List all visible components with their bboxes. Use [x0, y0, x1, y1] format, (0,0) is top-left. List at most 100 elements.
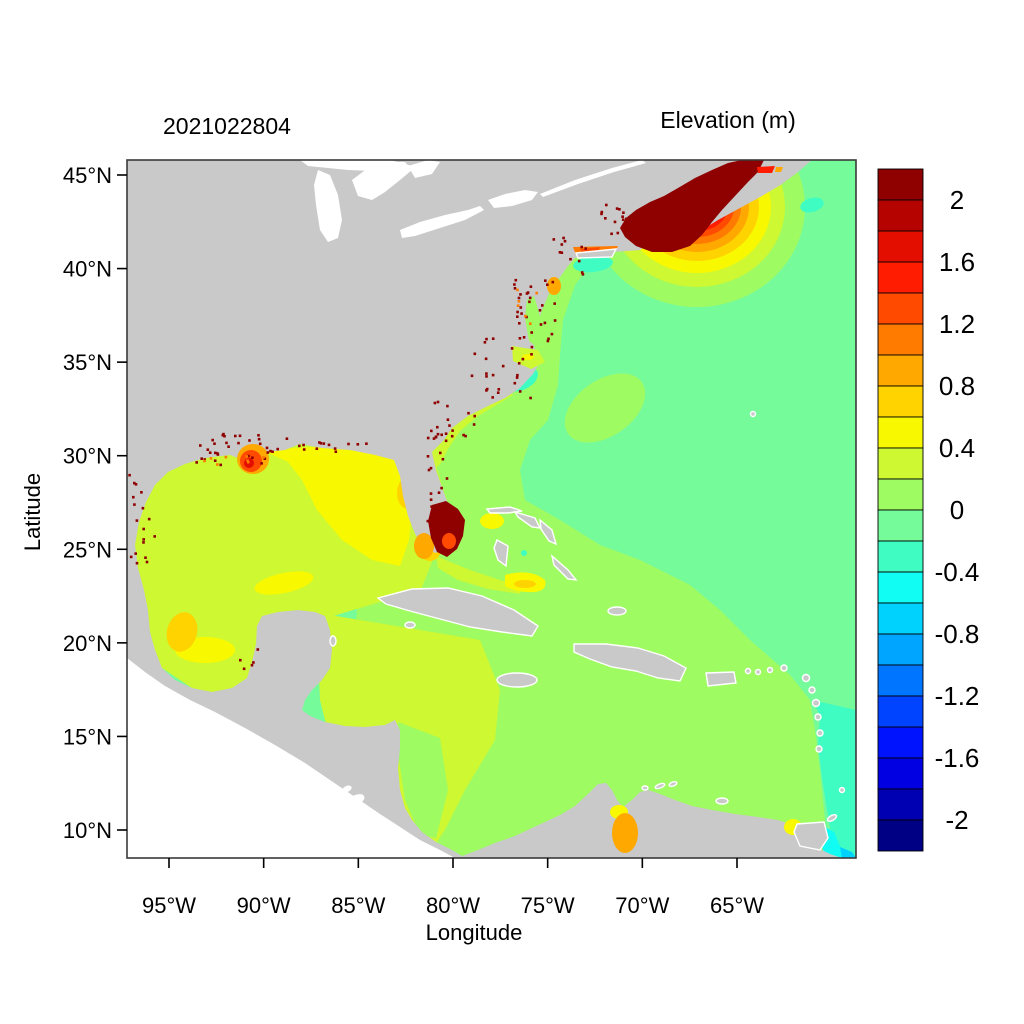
x-tick-label: 65°W: [710, 893, 764, 918]
speckle-dot: [242, 667, 246, 671]
speckle-dot: [429, 492, 433, 495]
speckle-dot: [516, 373, 519, 377]
speckle-dot: [473, 352, 477, 356]
colorbar-block: [877, 292, 924, 325]
speckle-dot: [518, 390, 522, 393]
speckle-dot: [223, 434, 226, 438]
speckle-dot: [203, 458, 206, 461]
lake-managua: [342, 785, 352, 793]
speckle-dot: [334, 450, 338, 453]
colorbar-tick-label: -1.2: [935, 681, 980, 711]
colorbar-tick-label: -2: [945, 805, 968, 835]
speckle-dot: [237, 441, 240, 445]
speckle-dot: [485, 372, 488, 375]
speckle-dot: [491, 337, 495, 340]
y-tick-label: 10°N: [63, 818, 112, 843]
speckle-dot: [427, 468, 431, 472]
colorbar-block: [877, 168, 924, 201]
colorbar-title: Elevation (m): [660, 107, 795, 133]
colorbar-tick-label: -0.4: [935, 557, 980, 587]
speckle-dot: [541, 304, 544, 307]
speckle-dot: [266, 451, 270, 454]
speckle-dot: [133, 503, 136, 506]
speckle-dot: [524, 314, 527, 318]
speckle-dot: [514, 278, 518, 282]
speckle-dot: [517, 300, 521, 303]
curacao: [654, 782, 666, 790]
speckle-dot: [621, 215, 624, 218]
run-id-title: 2021022804: [163, 113, 291, 139]
speckle-dot: [485, 375, 488, 378]
x-tick-label: 90°W: [237, 893, 291, 918]
colorbar-block: [877, 726, 924, 759]
speckle-dot: [142, 527, 145, 531]
jamaica: [496, 672, 538, 688]
speckle-dot: [581, 273, 585, 276]
antilles-east-teal: [812, 700, 856, 858]
speckle-dot: [530, 345, 534, 349]
speckle-dot: [613, 220, 617, 224]
speckle-dot: [501, 364, 505, 368]
speckle-dot: [135, 561, 139, 565]
colorbar-tick-label: 1.6: [939, 247, 975, 277]
lake-erie: [400, 206, 484, 238]
speckle-dot: [211, 438, 214, 442]
speckle-dot: [142, 538, 145, 541]
colorbar-block: [877, 819, 924, 852]
st-lucia: [814, 713, 822, 721]
lake-huron: [352, 162, 412, 200]
speckle-dot: [426, 519, 430, 523]
speckle-dot: [621, 218, 625, 221]
speckle-dot: [440, 433, 443, 437]
speckle-dot: [510, 347, 514, 350]
speckle-dot: [515, 376, 519, 379]
speckle-dot: [625, 217, 628, 221]
speckle-dot: [610, 232, 613, 236]
speckle-dot: [247, 454, 250, 458]
speckle-dot: [437, 491, 441, 494]
cozumel: [329, 635, 337, 647]
speckle-dot: [234, 434, 237, 438]
speckle-dot: [518, 322, 521, 325]
mainland: [127, 160, 842, 858]
speckle-dot: [604, 217, 607, 220]
colorbar-block: [877, 261, 924, 294]
speckle-dot: [450, 434, 454, 438]
margarita: [715, 797, 729, 805]
speckle-dot: [147, 517, 151, 521]
speckle-dot: [562, 236, 565, 240]
speckle-dot: [140, 491, 143, 494]
speckle-dot: [516, 304, 520, 307]
central-gulf-yellow: [254, 571, 314, 595]
aruba: [641, 785, 649, 791]
speckle-dot: [356, 443, 360, 446]
speckle-dot: [238, 434, 242, 438]
plot-border: [126, 159, 857, 859]
speckle-dot: [276, 447, 279, 451]
speckle-dot: [436, 432, 440, 436]
speckle-dot: [302, 448, 306, 451]
speckle-dot: [216, 463, 219, 466]
speckle-dot: [142, 541, 145, 544]
speckle-dot: [546, 339, 550, 343]
speckle-dot: [530, 353, 533, 356]
speckle-dot: [252, 661, 255, 664]
speckle-dot: [133, 481, 136, 485]
speckle-dot: [213, 442, 216, 445]
speckle-dot: [214, 451, 217, 455]
speckle-dot: [528, 300, 531, 304]
colorbar-block: [877, 385, 924, 418]
speckle-dot: [245, 455, 249, 458]
speckle-dot: [263, 457, 267, 460]
isla-juventud: [404, 621, 416, 629]
virgin-islands-1: [744, 667, 752, 675]
bermuda: [749, 410, 757, 418]
speckle-dot: [518, 337, 522, 340]
speckle-dot: [429, 466, 433, 470]
minas-basin-orange-dot: [775, 167, 783, 172]
speckle-dot: [200, 457, 203, 460]
y-axis-ticks: 45°N 40°N 35°N 30°N 25°N 20°N 15°N 10°N: [63, 163, 127, 843]
speckle-dot: [543, 321, 547, 325]
speckle-dot: [448, 424, 451, 427]
